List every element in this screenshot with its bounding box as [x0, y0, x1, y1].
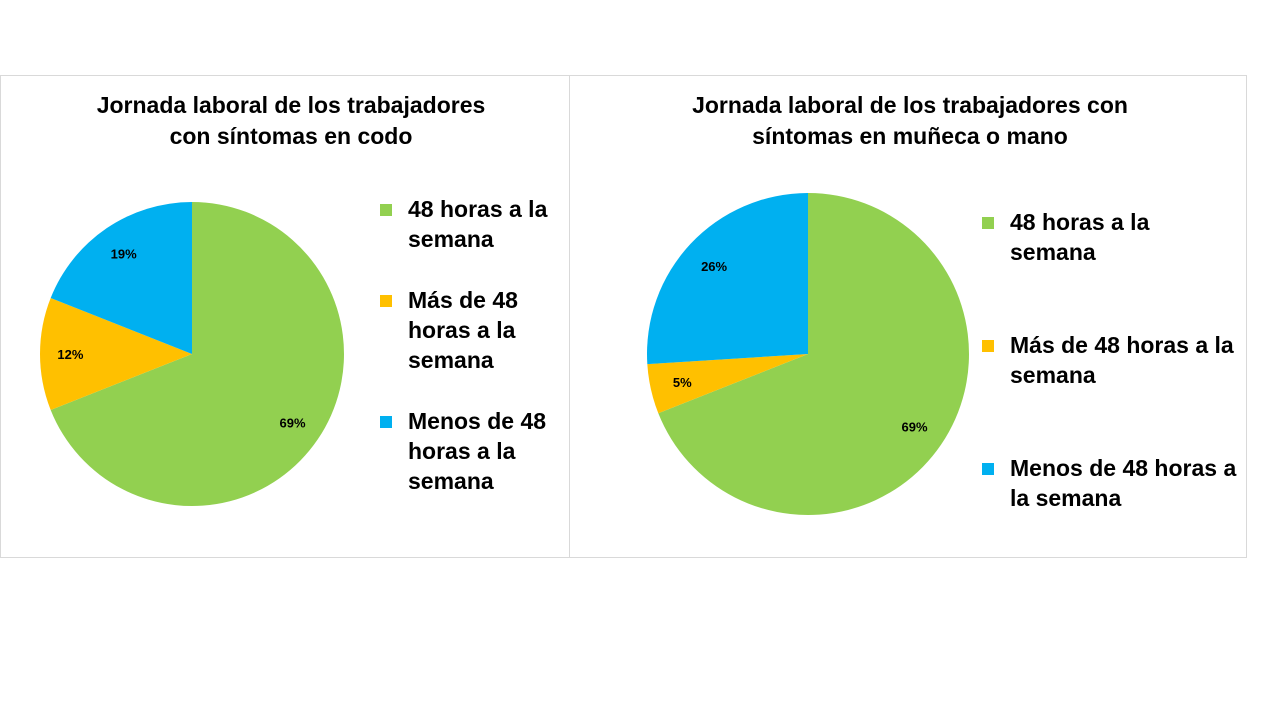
slice-data-label: 26% — [701, 259, 727, 274]
slice-data-label: 19% — [111, 246, 137, 261]
chart-title-line-1: Jornada laboral de los trabajadores con — [692, 92, 1128, 118]
slice-data-label: 69% — [280, 415, 306, 430]
legend-label: Más de 48 horas a la semana — [408, 287, 518, 373]
legend-label: 48 horas a la semana — [408, 196, 548, 252]
slice-data-label: 5% — [673, 375, 692, 390]
chart-title-line-2: con síntomas en codo — [169, 123, 413, 149]
slice-data-label: 69% — [902, 419, 928, 434]
legend-label: Más de 48 horas a la semana — [1010, 332, 1234, 388]
pie-slice — [40, 298, 193, 410]
chart-panel-elbow: Jornada laboral de los trabajadores con … — [0, 75, 570, 558]
legend-item-menos-de-48: Menos de 48 horas a la semana — [378, 406, 568, 496]
pie-slice — [658, 193, 969, 515]
legend-item-menos-de-48: Menos de 48 horas a la semana — [980, 453, 1240, 513]
legend-swatch — [982, 340, 994, 352]
legend-swatch — [380, 295, 392, 307]
legend-label: Menos de 48 horas a la semana — [408, 408, 547, 494]
slice-data-label: 12% — [57, 347, 83, 362]
legend-item-mas-de-48: Más de 48 horas a la semana — [980, 330, 1240, 390]
legend-swatch — [380, 416, 392, 428]
legend-label: 48 horas a la semana — [1010, 209, 1150, 265]
pie-chart: 69% 12% 19% — [40, 202, 344, 506]
pie-slice — [50, 202, 344, 506]
legend-label: Menos de 48 horas a la semana — [1010, 455, 1237, 511]
chart-panel-wrist-hand: Jornada laboral de los trabajadores con … — [569, 75, 1247, 558]
chart-title-line-1: Jornada laboral de los trabajadores — [96, 92, 486, 118]
legend-swatch — [380, 204, 392, 216]
legend-item-48-horas: 48 horas a la semana — [980, 207, 1240, 267]
pie-slice — [647, 354, 808, 414]
chart-title: Jornada laboral de los trabajadores con … — [620, 90, 1200, 152]
chart-legend: 48 horas a la semana Más de 48 horas a l… — [980, 207, 1240, 576]
pie-chart: 69% 5% 26% — [647, 193, 969, 515]
legend-item-mas-de-48: Más de 48 horas a la semana — [378, 285, 568, 375]
pie-slice — [50, 202, 192, 354]
pie-slice — [647, 193, 808, 365]
legend-swatch — [982, 217, 994, 229]
chart-title-line-2: síntomas en muñeca o mano — [752, 123, 1068, 149]
chart-title: Jornada laboral de los trabajadores con … — [41, 90, 541, 152]
legend-swatch — [982, 463, 994, 475]
legend-item-48-horas: 48 horas a la semana — [378, 194, 568, 254]
chart-legend: 48 horas a la semana Más de 48 horas a l… — [378, 194, 568, 527]
